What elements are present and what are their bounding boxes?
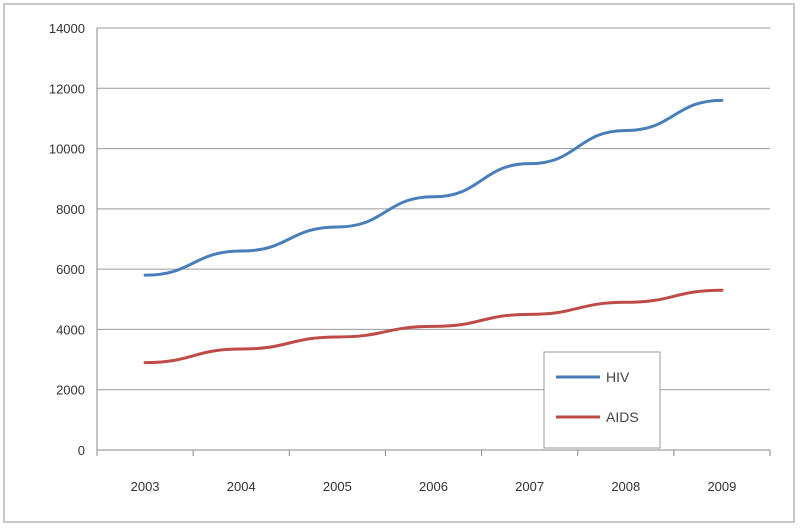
series-line-aids <box>143 288 724 365</box>
x-tick-label: 2004 <box>227 479 256 494</box>
x-axis: 2003 2004 2005 2006 2007 2008 2009 <box>96 449 771 494</box>
y-tick-label: 8000 <box>56 202 85 217</box>
y-tick-label: 0 <box>78 443 85 458</box>
y-tick-label: 4000 <box>56 322 85 337</box>
legend-label-aids: AIDS <box>606 409 639 425</box>
series-lines <box>143 98 724 365</box>
legend-label-hiv: HIV <box>606 369 630 385</box>
y-tick-label: 2000 <box>56 383 85 398</box>
y-tick-label: 12000 <box>49 81 85 96</box>
series-line-hiv <box>143 98 724 277</box>
x-tick-label: 2006 <box>419 479 448 494</box>
y-axis: 0 2000 4000 6000 8000 10000 12000 14000 <box>49 21 98 458</box>
y-tick-label: 10000 <box>49 142 85 157</box>
x-tick-label: 2003 <box>131 479 160 494</box>
y-tick-label: 14000 <box>49 21 85 36</box>
x-tick-label: 2009 <box>707 479 736 494</box>
legend-box <box>543 351 661 449</box>
gridlines <box>97 27 770 391</box>
x-tick-label: 2007 <box>515 479 544 494</box>
chart-frame <box>3 3 795 523</box>
x-tick-label: 2005 <box>323 479 352 494</box>
y-tick-label: 6000 <box>56 262 85 277</box>
x-tick-label: 2008 <box>611 479 640 494</box>
legend: HIV AIDS <box>543 351 661 449</box>
